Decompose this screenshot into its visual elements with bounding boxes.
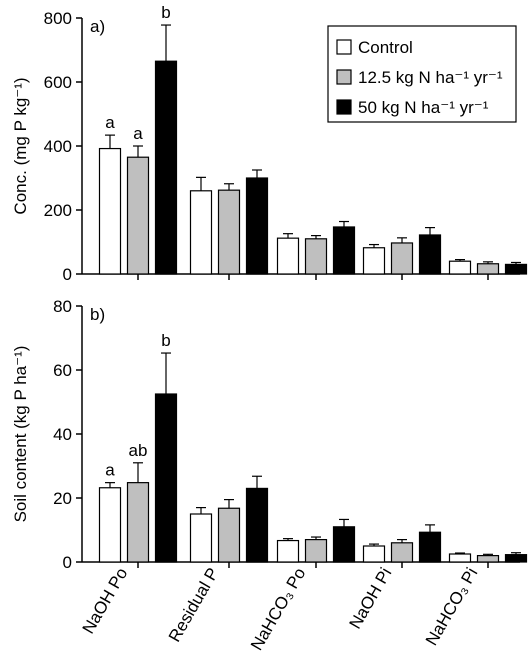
panel-a-concentration: 0 200 400 600 800 Conc. (mg P kg⁻¹) a) aa b [11, 3, 528, 284]
y-tick-label: 80 [53, 297, 72, 316]
significance-label: a [105, 113, 115, 132]
y-tick-label: 800 [44, 9, 72, 28]
legend-label: Control [358, 38, 413, 57]
y-tick-label: 60 [53, 361, 72, 380]
bar-a-cat0-series2 [154, 60, 178, 275]
legend-swatch [336, 69, 352, 85]
bar-a-cat1-series1 [217, 189, 241, 275]
legend: Control 12.5 kg N ha⁻¹ yr⁻¹ 50 kg N ha⁻¹ y… [327, 25, 517, 123]
bar-a-cat3-series1 [390, 242, 414, 275]
bar-a-cat3-series2 [418, 234, 442, 275]
legend-label: 50 kg N ha⁻¹ yr⁻¹ [358, 98, 489, 117]
bar-a-cat0-series0 [98, 147, 122, 275]
bar-b-cat3-series1 [390, 542, 414, 563]
panel-label: a) [90, 17, 105, 36]
y-tick-label: 200 [44, 201, 72, 220]
bar-b-cat1-series1 [217, 507, 241, 563]
bar-b-cat3-series0 [362, 545, 386, 563]
legend-swatch [336, 39, 352, 55]
category-label: NaHCO₃ Po [247, 565, 309, 654]
y-axis-title: Soil content (kg P ha⁻¹) [11, 346, 30, 523]
y-axis-title: Conc. (mg P kg⁻¹) [11, 77, 30, 214]
y-tick-label: 0 [63, 553, 72, 572]
y-tick-label: 400 [44, 137, 72, 156]
bar-b-cat1-series2 [245, 487, 269, 563]
panel-b-soil-content: 0 20 40 60 80 Soil content (kg P ha⁻¹) b) aab b [11, 297, 528, 572]
category-label: Residual P [165, 565, 223, 646]
significance-label: ab [129, 441, 148, 460]
bar-a-cat4-series2 [504, 263, 528, 275]
significance-label: b [161, 331, 170, 350]
legend-label: 12.5 kg N ha⁻¹ yr⁻¹ [358, 68, 503, 87]
legend-swatch [336, 99, 352, 115]
bar-b-cat0-series1 [126, 482, 150, 563]
y-tick-label: 20 [53, 489, 72, 508]
significance-label: b [161, 3, 170, 22]
category-label: NaOH Po [79, 565, 132, 638]
bar-a-cat4-series0 [448, 260, 472, 275]
y-tick-label: 0 [63, 265, 72, 284]
bar-a-cat1-series0 [189, 190, 213, 275]
bar-b-cat1-series0 [189, 513, 213, 563]
bar-a-cat2-series0 [276, 237, 300, 275]
bar-a-cat1-series2 [245, 177, 269, 275]
bar-a-cat3-series0 [362, 247, 386, 275]
bar-b-cat3-series2 [418, 531, 442, 563]
category-label: NaOH Pi [345, 565, 395, 633]
bar-a-cat0-series1 [126, 156, 150, 275]
category-labels: NaOH Po Residual P NaHCO₃ Po NaOH Pi NaHCO₃ … [79, 565, 482, 654]
bar-a-cat2-series1 [304, 238, 328, 275]
significance-label: a [105, 461, 115, 480]
legend-box [327, 25, 517, 123]
bar-b-cat2-series2 [332, 526, 356, 563]
bar-b-cat4-series2 [504, 554, 528, 563]
y-tick-label: 40 [53, 425, 72, 444]
panel-label: b) [90, 305, 105, 324]
bar-a-cat2-series2 [332, 226, 356, 275]
bar-b-cat2-series1 [304, 538, 328, 563]
y-tick-label: 600 [44, 73, 72, 92]
significance-label: a [133, 124, 143, 143]
bar-b-cat4-series0 [448, 553, 472, 563]
bar-b-cat0-series2 [154, 393, 178, 563]
bar-b-cat2-series0 [276, 539, 300, 563]
category-label: NaHCO₃ Pi [422, 565, 482, 649]
bar-a-cat4-series1 [476, 263, 500, 275]
bar-b-cat0-series0 [98, 487, 122, 563]
bar-b-cat4-series1 [476, 554, 500, 563]
